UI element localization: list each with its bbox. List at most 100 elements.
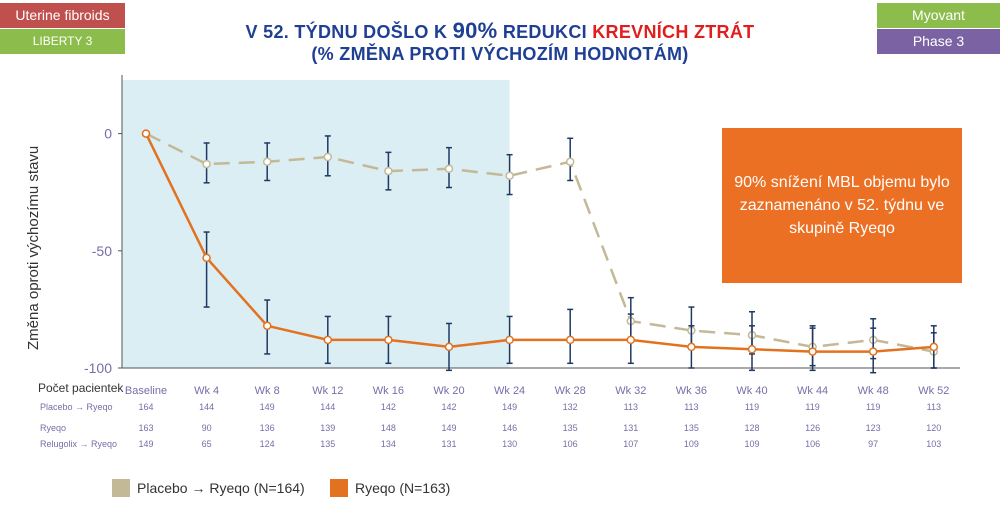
data-point	[444, 164, 454, 174]
title-part-d: KREVNÍCH ZTRÁT	[592, 22, 755, 42]
title-part-b: 90%	[452, 18, 498, 43]
series-line-ryeqo	[144, 133, 934, 353]
data-point	[626, 335, 636, 345]
legend-label-placebo: Placebo → Ryeqo (N=164)	[137, 480, 305, 496]
table-row-label: Relugolix → Ryeqo	[40, 439, 118, 449]
data-point	[141, 129, 151, 138]
data-point	[505, 335, 514, 345]
data-point	[384, 166, 393, 176]
table-cell: 90	[201, 423, 212, 433]
table-cell: 132	[562, 402, 578, 412]
data-point	[323, 335, 333, 345]
table-cell: 106	[562, 439, 578, 449]
legend-swatch-ryeqo	[330, 479, 348, 497]
legend-swatch-placebo	[112, 479, 130, 497]
table-cell: 113	[684, 402, 699, 412]
x-tick-label: Wk 52	[918, 385, 949, 397]
data-point	[262, 157, 272, 166]
table-cell: 149	[259, 402, 275, 412]
table-cell: 135	[320, 439, 336, 449]
table-cell: 164	[138, 402, 154, 412]
x-tick-label: Wk 40	[736, 385, 767, 397]
table-cell: 123	[865, 423, 881, 433]
table-cell: 97	[868, 439, 879, 449]
x-tick-label: Wk 36	[676, 385, 707, 397]
x-tick-label: Wk 28	[555, 385, 586, 397]
data-point	[202, 253, 211, 263]
table-cell: 149	[502, 402, 518, 412]
y-tick-label: -50	[92, 243, 112, 259]
table-cell: 144	[320, 402, 336, 412]
shaded-region	[122, 80, 510, 368]
x-tick-label: Wk 20	[433, 385, 464, 397]
table-cell: 131	[441, 439, 457, 449]
tag-phase-3: Phase 3	[877, 29, 1000, 54]
data-point	[565, 157, 575, 166]
x-tick-label: Wk 44	[797, 385, 828, 397]
tag-liberty-3: LIBERTY 3	[0, 29, 125, 54]
data-point	[808, 347, 817, 356]
table-cell: 113	[623, 402, 638, 412]
tag-myovant: Myovant	[877, 3, 1000, 28]
table-cell: 149	[441, 423, 457, 433]
table-cell: 136	[259, 423, 275, 433]
data-point	[505, 171, 514, 181]
y-tick-label: 0	[104, 126, 112, 142]
table-cell: 109	[744, 439, 760, 449]
tag-uterine-fibroids: Uterine fibroids	[0, 3, 125, 28]
x-tick-label: Wk 32	[615, 385, 646, 397]
table-cell: 124	[259, 439, 275, 449]
data-point	[384, 335, 393, 345]
table-cell: 135	[562, 423, 578, 433]
legend-label-ryeqo: Ryeqo (N=163)	[355, 480, 451, 496]
title-part-a: V 52. TÝDNU DOŠLO K	[245, 22, 453, 42]
table-cell: 142	[380, 402, 396, 412]
x-tick-label: Wk 8	[255, 385, 280, 397]
x-tick-label: Baseline	[125, 385, 167, 397]
data-point	[929, 342, 939, 352]
table-cell: 103	[926, 439, 942, 449]
table-cell: 107	[623, 439, 639, 449]
table-row-label: Placebo → Ryeqo	[40, 402, 113, 412]
table-cell: 109	[683, 439, 699, 449]
table-cell: 142	[441, 402, 457, 412]
x-tick-label: Wk 48	[858, 385, 889, 397]
title-line-2: (% ZMĚNA PROTI VÝCHOZÍM HODNOTÁM)	[311, 44, 689, 64]
data-point	[262, 321, 272, 331]
table-cell: 163	[138, 423, 154, 433]
x-tick-label: Wk 24	[494, 385, 525, 397]
table-cell: 135	[683, 423, 699, 433]
table-cell: 149	[138, 439, 154, 449]
table-cell: 130	[502, 439, 518, 449]
data-point	[323, 152, 333, 162]
data-point	[444, 342, 454, 352]
data-point	[202, 159, 211, 169]
table-cell: 144	[199, 402, 215, 412]
callout-box: 90% snížení MBL objemu bylo zaznamenáno …	[722, 128, 962, 283]
title-part-c: REDUKCI	[497, 22, 593, 42]
title-line-1: V 52. TÝDNU DOŠLO K 90% REDUKCI KREVNÍCH…	[130, 18, 870, 44]
table-cell: 113	[926, 402, 941, 412]
y-tick-label: -100	[84, 360, 112, 376]
table-cell: 119	[744, 402, 760, 412]
table-cell: 148	[380, 423, 396, 433]
series-line-placebo	[145, 132, 935, 353]
table-cell: 139	[320, 423, 336, 433]
table-cell: 126	[805, 423, 821, 433]
x-tick-label: Wk 12	[312, 385, 343, 397]
table-cell: 134	[380, 439, 396, 449]
table-cell: 146	[502, 423, 518, 433]
table-cell: 119	[866, 402, 881, 412]
table-header: Počet pacientek	[38, 381, 124, 395]
data-point	[747, 344, 757, 354]
x-tick-label: Wk 16	[373, 385, 404, 397]
table-cell: 65	[201, 439, 212, 449]
x-tick-label: Wk 4	[194, 385, 219, 397]
table-cell: 131	[623, 423, 639, 433]
table-cell: 128	[744, 423, 760, 433]
table-cell: 120	[926, 423, 942, 433]
table-cell: 119	[805, 402, 820, 412]
table-cell: 106	[805, 439, 821, 449]
data-point	[868, 347, 878, 356]
